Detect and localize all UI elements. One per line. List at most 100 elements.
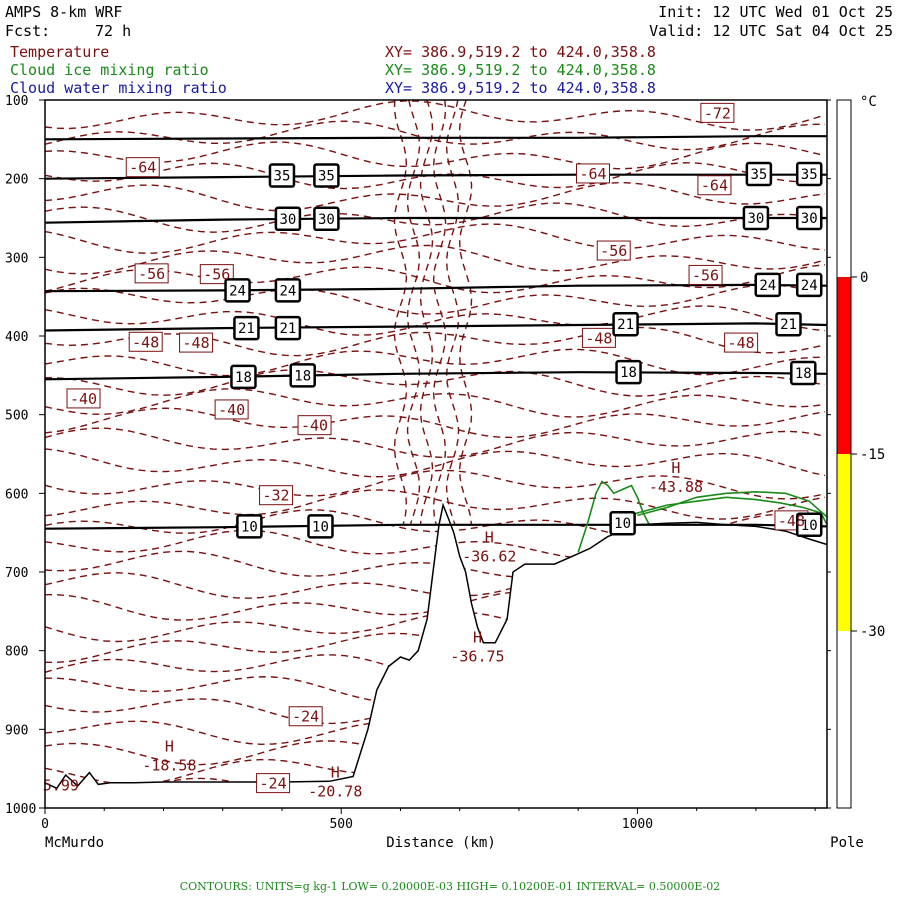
temperature-label-box	[259, 485, 294, 506]
model-title: AMPS 8-km WRF	[5, 3, 123, 21]
temperature-contour	[45, 427, 826, 459]
y-tick-label: 700	[5, 566, 28, 581]
colorbar-band	[837, 277, 851, 454]
temperature-label-box	[66, 388, 101, 409]
temperature-label: -48	[183, 334, 210, 352]
temperature-label-box	[288, 706, 323, 727]
isentrope-label: 18	[294, 368, 311, 384]
isentrope-label-box	[754, 272, 782, 298]
temperature-contour	[45, 223, 826, 254]
temperature-contour	[45, 348, 826, 377]
isentrope-label-box	[775, 311, 802, 337]
field-cloud-water-xy: XY= 386.9,519.2 to 424.0,358.8	[385, 79, 656, 97]
isentrope-label: 35	[274, 169, 291, 185]
field-cloud-ice-xy: XY= 386.9,519.2 to 424.0,358.8	[385, 61, 656, 79]
temperature-contour	[45, 632, 826, 663]
temperature-label: -48	[728, 334, 755, 352]
isentrope-label-box	[795, 512, 823, 538]
isentrope-label: 35	[318, 169, 335, 185]
temperature-contour	[406, 100, 421, 526]
isentrope-label: 10	[801, 518, 818, 534]
high-value: -36.62	[462, 547, 516, 565]
temperature-contour	[45, 244, 826, 275]
high-marker: H	[671, 459, 680, 477]
temperature-label: -64	[129, 159, 156, 177]
isentrope-label: 21	[780, 317, 797, 333]
temperature-contour	[393, 100, 408, 525]
isentrope-label: 24	[229, 283, 246, 299]
isentrope-label-box	[612, 311, 639, 337]
high-marker: H	[473, 628, 482, 646]
field-cloud-water: Cloud water mixing ratio	[10, 79, 227, 97]
temperature-contour	[45, 264, 826, 294]
temperature-contour	[445, 100, 460, 526]
y-tick-label: 300	[5, 251, 28, 266]
isentrope-label: 24	[759, 278, 776, 294]
corner-value: 5.99	[43, 777, 79, 795]
y-tick-label: 400	[5, 330, 28, 345]
isentrope-label-box	[615, 359, 642, 385]
isentrope-6	[45, 523, 827, 530]
high-value: -18.58	[142, 757, 196, 775]
fcst-value: 72 h	[95, 22, 132, 40]
temperature-label-box	[724, 332, 759, 353]
high-value: -43.88	[649, 478, 703, 496]
isentrope-label-box	[742, 205, 770, 231]
temperature-contour	[45, 120, 826, 151]
temperature-contour	[45, 305, 826, 336]
plot-frame	[44, 99, 828, 809]
isentrope-label: 30	[747, 211, 764, 227]
temperature-label: -24	[292, 708, 319, 726]
isentrope-label: 10	[241, 519, 258, 535]
temperature-label: -48	[132, 333, 159, 351]
temperature-contour	[45, 469, 826, 500]
temperature-contour	[45, 369, 826, 397]
init-time: Init: 12 UTC Wed 01 Oct 25	[658, 3, 893, 21]
isentrope-label-box	[224, 278, 251, 303]
isentrope-label-box	[795, 205, 823, 231]
isentrope-4	[45, 322, 827, 332]
isentrope-label: 24	[279, 283, 296, 299]
temperature-label-box	[688, 264, 723, 285]
isentrope-label: 18	[795, 366, 812, 382]
temperature-label: -40	[218, 401, 245, 419]
y-tick-label: 200	[5, 173, 28, 188]
cloud-ice-contour	[577, 480, 651, 553]
high-marker: H	[165, 738, 174, 756]
isentrope-label: 35	[801, 167, 818, 183]
temperature-label-box	[179, 332, 214, 353]
temperature-label: -32	[262, 487, 289, 505]
temperature-contour	[45, 202, 826, 233]
y-tick-label: 1000	[5, 802, 36, 817]
isentrope-label: 30	[318, 212, 335, 228]
temperature-label: -56	[203, 266, 230, 284]
isentrope-label-box	[268, 163, 296, 188]
temperature-label: -56	[692, 266, 719, 284]
temperature-contour	[45, 509, 826, 540]
y-tick-label: 100	[5, 94, 28, 109]
temperature-contour	[419, 100, 434, 525]
isentrope-label-box	[274, 206, 302, 232]
temperature-contour	[45, 448, 826, 478]
temperature-contour	[45, 181, 826, 212]
temperature-label-box	[125, 157, 160, 178]
isentrope-label: 30	[279, 212, 296, 228]
isentrope-5	[45, 371, 827, 381]
field-cloud-ice: Cloud ice mixing ratio	[10, 61, 209, 79]
temperature-label: -40	[70, 390, 97, 408]
isentrope-label: 10	[614, 516, 631, 532]
field-temperature-xy: XY= 386.9,519.2 to 424.0,358.8	[385, 43, 656, 61]
high-value: -36.75	[450, 647, 504, 665]
isentrope-label: 30	[801, 211, 818, 227]
temperature-label-box	[256, 773, 291, 794]
temperature-label-box	[575, 163, 610, 184]
temperature-label-box	[199, 264, 234, 285]
contour-footer: CONTOURS: UNITS=g kg-1 LOW= 0.20000E-03 …	[179, 880, 721, 893]
temperature-contour	[45, 388, 826, 418]
x-endpoint-left: McMurdo	[45, 835, 104, 851]
valid-time: Valid: 12 UTC Sat 04 Oct 25	[649, 22, 893, 40]
cloud-ice-contour	[637, 490, 827, 518]
isentrope-2	[45, 216, 827, 224]
isentrope-0	[45, 135, 827, 141]
